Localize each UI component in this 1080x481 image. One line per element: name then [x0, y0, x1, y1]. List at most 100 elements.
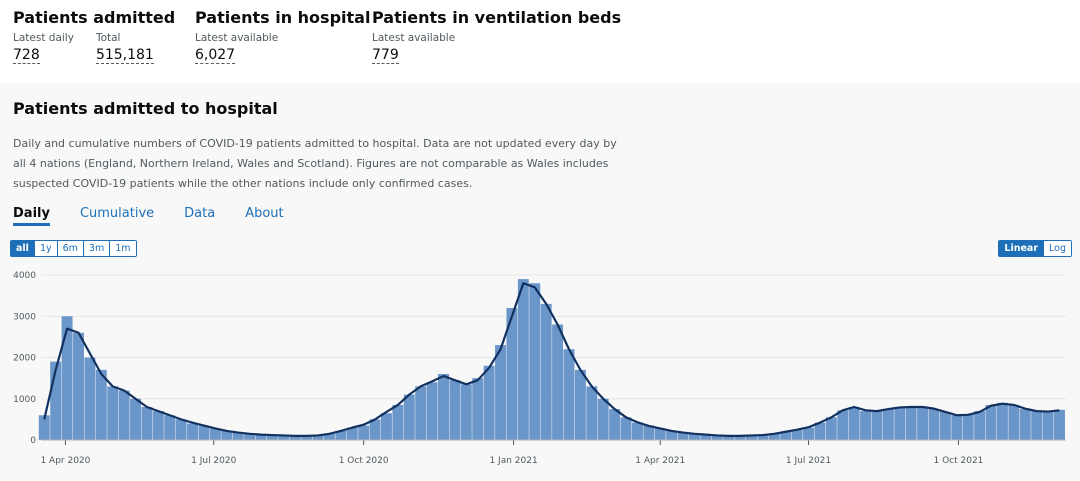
stat-label: Latest available [195, 32, 279, 44]
stat-title: Patients in ventilation beds [372, 8, 622, 27]
stat-label: Total [95, 32, 121, 44]
bar [677, 432, 689, 440]
bar [232, 432, 244, 440]
x-tick-label: 1 Jul 2021 [786, 456, 831, 466]
button[interactable]: Linear [999, 241, 1044, 256]
bar [209, 428, 221, 440]
bar [1008, 404, 1020, 440]
tab[interactable]: Data [184, 206, 216, 221]
bar [175, 419, 187, 440]
y-tick-label: 4000 [13, 271, 36, 281]
bar [255, 434, 267, 440]
range-buttons: all 1y 6m 3m 1m [10, 240, 137, 257]
bar [84, 357, 96, 440]
bar [301, 435, 313, 440]
bar [61, 316, 73, 440]
stat: Latest daily 728 [13, 27, 74, 64]
bar [358, 425, 370, 440]
x-tick-label: 1 Apr 2021 [635, 456, 685, 466]
x-tick-label: 1 Apr 2020 [40, 456, 90, 466]
bar [517, 279, 529, 440]
bar [415, 386, 427, 440]
bar [403, 394, 415, 440]
bar [768, 433, 780, 440]
bar [723, 435, 735, 440]
bar [495, 345, 507, 440]
y-tick-label: 3000 [13, 312, 36, 322]
x-tick-label: 1 Jan 2021 [489, 456, 537, 466]
bar [985, 404, 997, 440]
tab[interactable]: Cumulative [79, 206, 155, 221]
bar [335, 430, 347, 440]
button[interactable]: 1m [109, 241, 136, 256]
description-line: Daily and cumulative numbers of COVID-19… [13, 137, 617, 150]
bar [483, 365, 495, 440]
bar [369, 419, 381, 440]
stat-label: Latest available [372, 32, 456, 44]
button[interactable]: 6m [56, 241, 83, 256]
bar [73, 332, 84, 440]
y-tick-label: 2000 [13, 354, 36, 364]
y-tick-label: 1000 [13, 395, 36, 405]
button[interactable]: Log [1043, 241, 1071, 256]
bar [278, 435, 290, 440]
x-tick-label: 1 Oct 2020 [339, 456, 389, 466]
tab[interactable]: About [245, 206, 284, 221]
button[interactable]: 3m [82, 241, 110, 256]
button[interactable]: 1y [33, 241, 57, 256]
stat-group: Patients admitted Latest daily 728 Total 515… [13, 8, 176, 64]
bar [198, 425, 210, 440]
stat-value: 515,181 [95, 47, 154, 64]
stat: Latest available 6,027 [195, 27, 278, 64]
bar [586, 386, 598, 440]
bar [574, 369, 586, 440]
bar [563, 349, 575, 440]
description-line: all 4 nations (England, Northern Ireland… [13, 157, 609, 170]
bar [917, 407, 929, 440]
bar [688, 433, 700, 440]
description: Daily and cumulative numbers of COVID-19… [13, 134, 617, 194]
bar [289, 435, 301, 440]
stat-value: 6,027 [195, 47, 236, 64]
bar [38, 415, 50, 440]
bar [164, 415, 176, 440]
bar [141, 407, 153, 440]
bar [654, 428, 666, 440]
bar [50, 361, 62, 440]
bar [506, 308, 518, 440]
bar [825, 417, 837, 440]
bar [631, 422, 643, 440]
stat: Latest available 779 [372, 27, 455, 64]
bar [392, 404, 404, 440]
bar [244, 433, 256, 440]
bar [221, 430, 233, 440]
bar [552, 324, 564, 440]
tab[interactable]: Daily [13, 206, 50, 226]
bar [449, 380, 461, 440]
bar [312, 435, 324, 440]
bar [1054, 409, 1065, 440]
bar [928, 409, 940, 440]
bar [620, 417, 632, 440]
bar [951, 415, 963, 440]
bar [871, 411, 883, 440]
bar [939, 411, 951, 440]
bar [666, 430, 678, 440]
bar [438, 374, 449, 440]
tabs: Daily Cumulative Data About [13, 206, 314, 226]
bar [266, 435, 278, 440]
stat-value: 779 [372, 47, 399, 64]
bar [700, 434, 712, 440]
bar [996, 402, 1008, 440]
bar [609, 409, 621, 440]
bar [837, 410, 849, 440]
bar [529, 283, 541, 440]
button[interactable]: all [11, 241, 34, 256]
bar [118, 390, 130, 440]
bar [882, 409, 894, 440]
bar [130, 398, 141, 440]
y-tick-label: 0 [30, 436, 36, 446]
stat-title: Patients in hospital [195, 8, 371, 27]
bar [780, 431, 792, 440]
